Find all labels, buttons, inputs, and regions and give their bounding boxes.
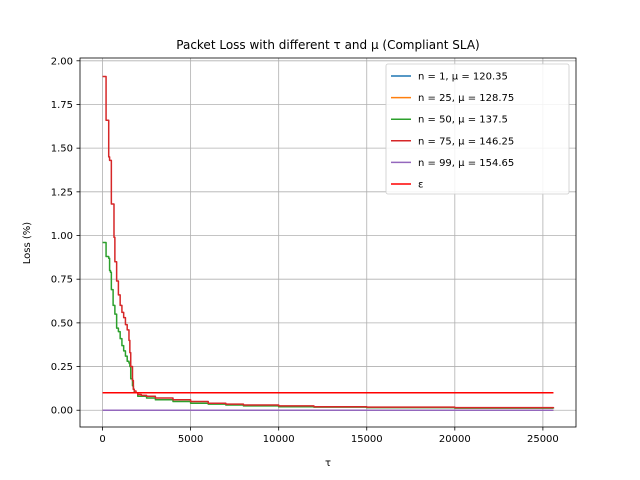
x-axis: 0 5000 10000 15000 20000 25000 [99, 427, 559, 445]
y-tick-label: 0.00 [51, 406, 73, 417]
chart-title: Packet Loss with different τ and μ (Comp… [176, 38, 479, 52]
x-tick-label: 5000 [178, 434, 203, 445]
y-tick-label: 1.25 [51, 187, 73, 198]
y-tick-label: 0.25 [51, 362, 73, 373]
y-tick-label: 1.00 [51, 231, 73, 242]
x-tick-label: 0 [99, 434, 105, 445]
plot-frame [79, 57, 577, 428]
legend-label-5: ε [418, 180, 423, 191]
legend-label-2: n = 50, μ = 137.5 [418, 115, 508, 126]
y-tick-label: 0.75 [51, 275, 73, 286]
y-tick-label: 1.50 [51, 144, 73, 155]
legend-box [385, 63, 570, 195]
legend-label-1: n = 25, μ = 128.75 [418, 93, 514, 104]
x-tick-label: 15000 [351, 434, 383, 445]
y-axis-label: Loss (%) [22, 222, 33, 265]
x-tick-label: 20000 [439, 434, 471, 445]
series-line-3 [102, 75, 555, 409]
y-tick-label: 0.50 [51, 318, 73, 329]
y-axis: 0.00 0.25 0.50 0.75 1.00 1.25 1.50 1.75 2.00 [51, 56, 80, 417]
y-tick-label: 1.75 [51, 100, 73, 111]
legend-label-0: n = 1, μ = 120.35 [418, 72, 508, 83]
x-tick-label: 10000 [263, 434, 295, 445]
legend-label-3: n = 75, μ = 146.25 [418, 136, 514, 147]
series-layer [102, 75, 555, 411]
legend-label-4: n = 99, μ = 154.65 [418, 158, 514, 169]
x-tick-label: 25000 [527, 434, 559, 445]
legend: n = 1, μ = 120.35 n = 25, μ = 128.75 n = 5… [385, 63, 570, 195]
y-tick-label: 2.00 [51, 56, 73, 67]
x-axis-label: τ [325, 458, 331, 469]
